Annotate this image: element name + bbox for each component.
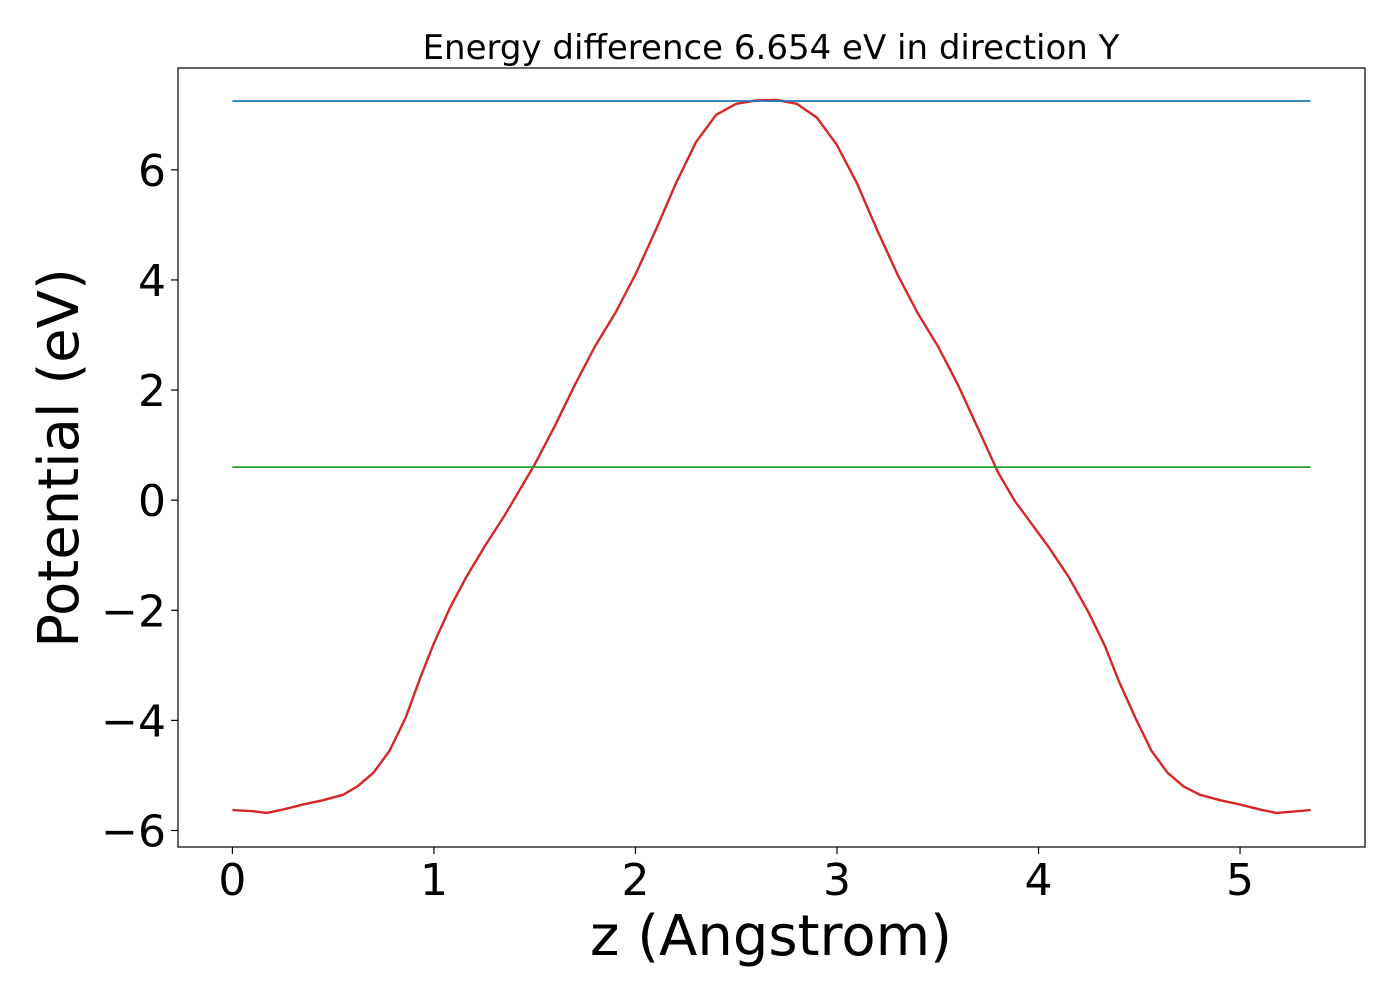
y-axis: −6 −4 −2 0 2 4 6 xyxy=(101,146,178,857)
y-tick-label: −2 xyxy=(101,586,166,637)
x-tick-label: 0 xyxy=(218,855,246,906)
plot-frame xyxy=(177,67,1366,848)
x-tick-label: 1 xyxy=(420,855,448,906)
y-tick-label: 0 xyxy=(138,476,166,527)
x-axis-label: z (Angstrom) xyxy=(590,904,952,969)
potential-curve xyxy=(232,98,1311,815)
y-axis-label: Potential (eV) xyxy=(27,268,92,648)
y-tick-label: 2 xyxy=(138,366,166,417)
x-tick-label: 5 xyxy=(1226,855,1254,906)
x-tick-label: 4 xyxy=(1025,855,1053,906)
plot-lines xyxy=(232,98,1311,815)
y-tick-label: −6 xyxy=(101,806,166,857)
x-tick-label: 3 xyxy=(823,855,851,906)
y-tick-label: 6 xyxy=(138,146,166,197)
x-axis: 0 1 2 3 4 5 xyxy=(218,847,1254,906)
y-tick-label: −4 xyxy=(101,696,166,747)
chart-title: Energy difference 6.654 eV in direction … xyxy=(423,28,1120,68)
x-tick-label: 2 xyxy=(621,855,649,906)
y-tick-label: 4 xyxy=(138,256,166,307)
